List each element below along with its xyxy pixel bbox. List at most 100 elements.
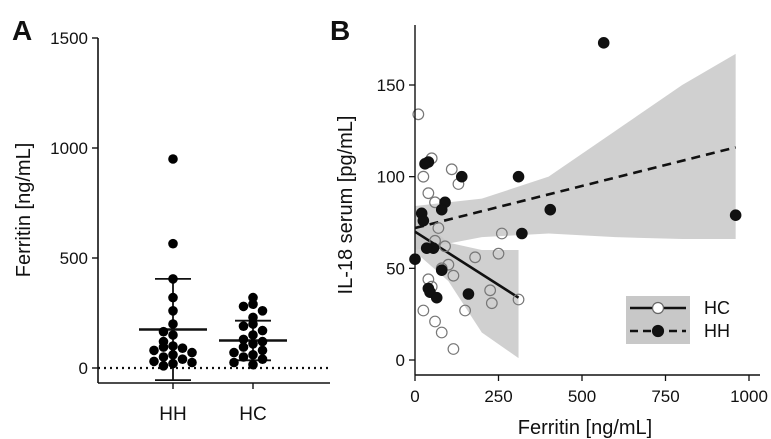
panel-b-y-tick-label: 150 bbox=[377, 76, 405, 95]
panel-b-x-tick-label: 500 bbox=[568, 387, 596, 406]
panel-b-point-hc bbox=[492, 247, 505, 260]
panel-a-data-point bbox=[158, 352, 169, 362]
panel-b-point-hc bbox=[447, 343, 460, 355]
panel-b-point-hh bbox=[729, 209, 742, 221]
panel-a-data-point bbox=[149, 345, 159, 356]
panel-b-point-hh bbox=[512, 170, 525, 183]
panel-b-legend: HC HH bbox=[626, 296, 730, 344]
panel-a-data-point bbox=[149, 356, 159, 367]
panel-b-point-hc bbox=[445, 163, 458, 176]
panel-a-data-point bbox=[248, 312, 258, 323]
panel-a-category-label: HC bbox=[239, 404, 266, 425]
panel-a-data-point bbox=[168, 292, 178, 303]
panel-b-point-hh bbox=[435, 203, 448, 216]
panel-a-data-point bbox=[168, 306, 178, 316]
panel-a-data-point bbox=[238, 352, 249, 362]
panel-a-data-point bbox=[238, 334, 249, 345]
panel-a-data-point bbox=[248, 330, 258, 340]
panel-a-data-point bbox=[238, 342, 249, 352]
panel-b-point-hh bbox=[430, 291, 443, 304]
panel-b-point-hc bbox=[512, 293, 525, 306]
panel-a-data-point bbox=[248, 339, 258, 349]
panel-b-point-hh bbox=[435, 264, 448, 276]
panel-b-point-hc bbox=[439, 240, 451, 253]
panel-b-x-tick-label: 750 bbox=[651, 387, 679, 406]
panel-b-point-hc bbox=[469, 251, 482, 264]
panel-b-point-hc bbox=[432, 222, 445, 234]
panel-a-data-point bbox=[248, 299, 258, 310]
legend-marker-hh bbox=[651, 324, 665, 338]
panel-b-point-hh bbox=[420, 242, 433, 254]
panel-b-x-tick-label: 250 bbox=[484, 387, 512, 406]
panel-a-categories: HH HC bbox=[159, 383, 267, 425]
panel-b-point-hc bbox=[412, 108, 425, 121]
panel-a-data-point bbox=[238, 301, 249, 312]
panel-a: A 0 500 1000 1500 HH HC Ferritin [ng/mL] bbox=[12, 15, 330, 425]
panel-a-data-point bbox=[168, 341, 178, 351]
panel-b-point-hh bbox=[516, 227, 528, 240]
panel-b-point-hc bbox=[495, 227, 508, 240]
panel-b-points bbox=[409, 37, 742, 355]
panel-b: B 0 250 500 750 1000 0 50 100 150 Ferritin [ng/m… bbox=[330, 15, 768, 439]
panel-b-y-tick-label: 50 bbox=[386, 259, 405, 278]
panel-a-data-point bbox=[248, 350, 258, 360]
panel-b-point-hh bbox=[462, 288, 475, 300]
panel-b-axes bbox=[414, 25, 760, 376]
panel-b-point-hh bbox=[419, 158, 431, 170]
legend-marker-hc bbox=[651, 301, 665, 315]
panel-a-data-point bbox=[168, 330, 178, 340]
panel-a-data-point bbox=[158, 326, 169, 337]
panel-a-letter: A bbox=[12, 15, 32, 46]
panel-b-regression-hh bbox=[414, 146, 736, 230]
panel-a-data-point bbox=[257, 354, 268, 365]
panel-b-y-axis-label: IL-18 serum [pg/mL] bbox=[335, 116, 357, 295]
legend-label-hh: HH bbox=[704, 321, 730, 341]
panel-a-data-point bbox=[187, 357, 197, 368]
panel-a-data-point bbox=[238, 321, 249, 332]
panel-b-x-tick-label: 0 bbox=[410, 387, 419, 406]
panel-a-data-point bbox=[168, 154, 178, 164]
panel-a-data-point bbox=[177, 343, 188, 354]
panel-b-x-axis-label: Ferritin [ng/mL] bbox=[518, 417, 652, 439]
panel-a-y-tick-label: 500 bbox=[60, 249, 88, 268]
panel-a-data-point bbox=[257, 336, 268, 347]
panel-a-data-point bbox=[158, 361, 169, 371]
panel-a-category-label: HH bbox=[159, 404, 186, 425]
panel-a-y-ticks: 0 500 1000 1500 bbox=[50, 29, 98, 378]
panel-b-point-hc bbox=[447, 269, 460, 282]
panel-b-point-hh bbox=[417, 214, 430, 227]
panel-b-point-hh bbox=[597, 37, 610, 49]
panel-a-data-point bbox=[248, 319, 258, 329]
panel-a-data-point bbox=[168, 274, 178, 284]
panel-b-point-hc bbox=[417, 170, 430, 183]
panel-b-ticks: 0 250 500 750 1000 0 50 100 150 bbox=[377, 76, 768, 406]
panel-b-x-tick-label: 1000 bbox=[730, 387, 768, 406]
panel-a-data-point bbox=[168, 238, 178, 249]
panel-b-band-hh bbox=[415, 53, 736, 251]
panel-b-point-hc bbox=[435, 326, 448, 339]
panel-b-point-hh bbox=[544, 203, 557, 216]
panel-a-data-point bbox=[257, 325, 268, 336]
panel-a-data-point bbox=[168, 319, 178, 329]
panel-b-y-tick-label: 100 bbox=[377, 168, 405, 187]
panel-a-data-point bbox=[229, 357, 239, 368]
panel-a-data-point bbox=[158, 342, 169, 352]
panel-a-data-point bbox=[177, 354, 188, 365]
panel-a-y-axis-label: Ferritin [ng/mL] bbox=[13, 143, 35, 277]
panel-b-point-hc bbox=[459, 304, 472, 317]
panel-a-data-point bbox=[168, 358, 178, 369]
panel-b-y-tick-label: 0 bbox=[396, 351, 405, 370]
panel-a-y-tick-label: 1000 bbox=[50, 139, 88, 158]
panel-a-points bbox=[149, 154, 268, 371]
panel-b-point-hc bbox=[422, 187, 435, 200]
panel-b-point-hc bbox=[417, 304, 430, 317]
panel-a-data-point bbox=[229, 347, 239, 358]
panel-b-point-hh bbox=[455, 170, 468, 183]
panel-a-data-point bbox=[248, 292, 258, 303]
panel-b-point-hc bbox=[485, 297, 498, 310]
panel-a-data-point bbox=[168, 350, 178, 360]
panel-a-data-point bbox=[257, 345, 268, 356]
panel-b-point-hc bbox=[484, 284, 497, 297]
panel-a-y-tick-label: 0 bbox=[79, 359, 88, 378]
